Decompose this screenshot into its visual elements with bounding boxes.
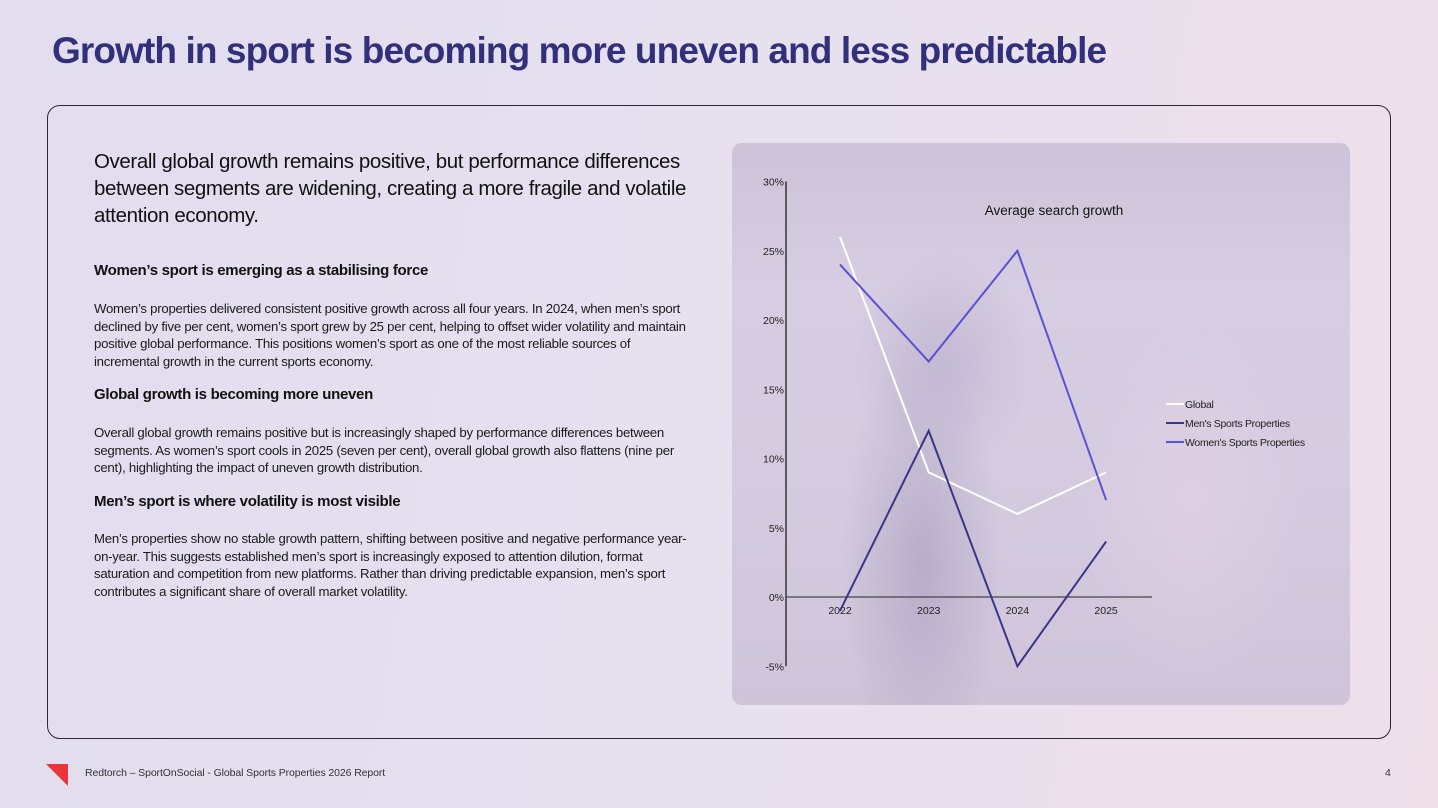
- section-body-mens: Men’s properties show no stable growth p…: [94, 531, 687, 599]
- section-body-womens: Women’s properties delivered consistent …: [94, 301, 686, 369]
- y-tick-label: 10%: [763, 454, 784, 466]
- y-tick-label: 15%: [763, 384, 784, 396]
- line-chart: -5% 0% 5% 10% 15% 20% 25% 30% 2022 2023 2024 2025 A…: [763, 177, 1305, 674]
- y-tick-label: 0%: [769, 592, 784, 604]
- redtorch-logo-icon: [46, 764, 68, 786]
- y-tick-label: -5%: [765, 661, 784, 673]
- section-heading-mens: Men’s sport is where volatility is most …: [94, 493, 401, 510]
- content-card: [47, 105, 1391, 739]
- series-line-men-s-sports-properties: [839, 428, 1107, 669]
- legend-label: Men's Sports Properties: [1185, 418, 1290, 430]
- chart-title: Average search growth: [985, 203, 1124, 218]
- lead-paragraph: Overall global growth remains positive, …: [94, 150, 686, 227]
- y-tick-label: 20%: [763, 315, 784, 327]
- legend-label: Women's Sports Properties: [1185, 437, 1305, 449]
- page-number: 4: [1385, 767, 1391, 779]
- page-title: Growth in sport is becoming more uneven …: [52, 30, 1107, 71]
- x-tick-label: 2025: [1094, 605, 1118, 617]
- series-line-global: [839, 236, 1107, 516]
- chart-panel: -5% 0% 5% 10% 15% 20% 25% 30% 2022 2023 2024 2025 A…: [732, 143, 1350, 705]
- series-line-women-s-sports-properties: [839, 248, 1108, 501]
- x-tick-label: 2024: [1006, 605, 1030, 617]
- section-heading-global: Global growth is becoming more uneven: [94, 386, 373, 403]
- legend-item: Men's Sports Properties: [1166, 418, 1290, 430]
- x-tick-label: 2022: [828, 605, 852, 617]
- y-tick-label: 5%: [769, 523, 784, 535]
- y-tick-label: 25%: [763, 246, 784, 258]
- section-heading-womens: Women’s sport is emerging as a stabilisi…: [94, 262, 429, 279]
- legend-item: Global: [1166, 399, 1214, 411]
- x-tick-label: 2023: [917, 605, 941, 617]
- footer-text: Redtorch – SportOnSocial - Global Sports…: [85, 767, 386, 779]
- legend-item: Women's Sports Properties: [1166, 437, 1305, 449]
- section-body-global: Overall global growth remains positive b…: [94, 425, 674, 476]
- y-tick-label: 30%: [763, 177, 784, 189]
- legend-label: Global: [1185, 399, 1214, 411]
